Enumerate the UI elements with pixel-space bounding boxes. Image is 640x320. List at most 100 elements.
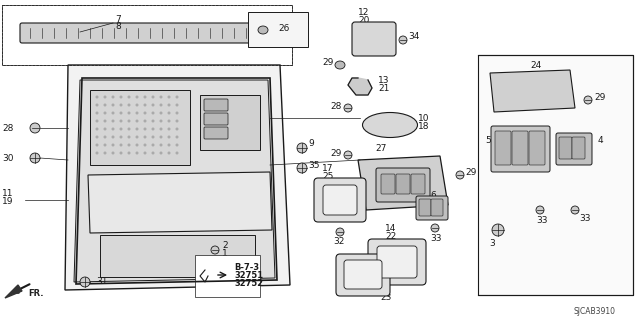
Circle shape bbox=[571, 206, 579, 214]
Circle shape bbox=[143, 111, 147, 115]
Circle shape bbox=[95, 151, 99, 155]
Circle shape bbox=[111, 111, 115, 115]
Text: 34: 34 bbox=[408, 31, 419, 41]
Text: 21: 21 bbox=[378, 84, 389, 92]
FancyBboxPatch shape bbox=[431, 199, 443, 216]
Circle shape bbox=[399, 36, 407, 44]
Text: 8: 8 bbox=[115, 21, 121, 30]
FancyBboxPatch shape bbox=[491, 126, 550, 172]
Circle shape bbox=[175, 127, 179, 131]
Text: 26: 26 bbox=[278, 23, 289, 33]
Bar bbox=[195, 255, 260, 297]
Text: 31: 31 bbox=[96, 277, 108, 286]
FancyBboxPatch shape bbox=[344, 260, 382, 289]
Circle shape bbox=[120, 103, 122, 107]
Text: 33: 33 bbox=[579, 213, 591, 222]
Polygon shape bbox=[65, 65, 290, 290]
Circle shape bbox=[136, 135, 138, 139]
Circle shape bbox=[344, 151, 352, 159]
Text: SJCAB3910: SJCAB3910 bbox=[573, 308, 615, 316]
Circle shape bbox=[143, 151, 147, 155]
Text: 29: 29 bbox=[322, 58, 333, 67]
Text: 7: 7 bbox=[115, 14, 121, 23]
Circle shape bbox=[127, 143, 131, 147]
Text: 19: 19 bbox=[2, 196, 13, 205]
FancyBboxPatch shape bbox=[20, 23, 264, 43]
Circle shape bbox=[159, 135, 163, 139]
Bar bbox=[248, 12, 308, 47]
FancyBboxPatch shape bbox=[323, 185, 357, 215]
FancyBboxPatch shape bbox=[377, 246, 417, 278]
FancyBboxPatch shape bbox=[368, 239, 426, 285]
Circle shape bbox=[152, 95, 154, 99]
Ellipse shape bbox=[362, 113, 417, 138]
Circle shape bbox=[127, 135, 131, 139]
Text: 20: 20 bbox=[358, 15, 369, 25]
FancyBboxPatch shape bbox=[495, 131, 511, 165]
FancyBboxPatch shape bbox=[419, 199, 431, 216]
Circle shape bbox=[584, 96, 592, 104]
Circle shape bbox=[136, 111, 138, 115]
Circle shape bbox=[159, 151, 163, 155]
Circle shape bbox=[175, 143, 179, 147]
Text: 30: 30 bbox=[2, 154, 13, 163]
Circle shape bbox=[30, 123, 40, 133]
Circle shape bbox=[111, 143, 115, 147]
Circle shape bbox=[104, 111, 106, 115]
Circle shape bbox=[152, 103, 154, 107]
Circle shape bbox=[336, 228, 344, 236]
Text: 33: 33 bbox=[536, 215, 547, 225]
Text: 29: 29 bbox=[330, 148, 341, 157]
Text: 14: 14 bbox=[385, 223, 396, 233]
Bar bbox=[2, 5, 292, 65]
Circle shape bbox=[152, 111, 154, 115]
FancyBboxPatch shape bbox=[381, 174, 395, 194]
Text: 1: 1 bbox=[222, 249, 228, 258]
Circle shape bbox=[159, 95, 163, 99]
FancyBboxPatch shape bbox=[352, 22, 396, 56]
Text: 11: 11 bbox=[2, 188, 13, 197]
Text: 3: 3 bbox=[489, 238, 495, 247]
Circle shape bbox=[136, 95, 138, 99]
Polygon shape bbox=[348, 78, 372, 95]
Circle shape bbox=[168, 111, 170, 115]
Circle shape bbox=[492, 224, 504, 236]
FancyBboxPatch shape bbox=[411, 174, 425, 194]
Circle shape bbox=[152, 127, 154, 131]
Circle shape bbox=[297, 143, 307, 153]
FancyBboxPatch shape bbox=[204, 113, 228, 125]
Circle shape bbox=[152, 135, 154, 139]
FancyBboxPatch shape bbox=[396, 174, 410, 194]
Text: 24: 24 bbox=[531, 60, 541, 69]
FancyBboxPatch shape bbox=[376, 168, 430, 202]
Circle shape bbox=[111, 103, 115, 107]
Polygon shape bbox=[490, 70, 575, 112]
Circle shape bbox=[127, 119, 131, 123]
Circle shape bbox=[143, 95, 147, 99]
Circle shape bbox=[152, 151, 154, 155]
Text: 4: 4 bbox=[598, 135, 604, 145]
Circle shape bbox=[297, 163, 307, 173]
Text: 2: 2 bbox=[222, 241, 228, 250]
Circle shape bbox=[159, 127, 163, 131]
Text: B-7-3: B-7-3 bbox=[234, 262, 259, 271]
Polygon shape bbox=[5, 285, 22, 298]
Circle shape bbox=[95, 143, 99, 147]
Circle shape bbox=[344, 104, 352, 112]
Circle shape bbox=[111, 127, 115, 131]
Circle shape bbox=[211, 246, 219, 254]
Circle shape bbox=[168, 103, 170, 107]
Circle shape bbox=[80, 277, 90, 287]
Circle shape bbox=[120, 119, 122, 123]
Text: 22: 22 bbox=[385, 231, 396, 241]
Circle shape bbox=[120, 127, 122, 131]
Bar bbox=[200, 95, 260, 150]
Circle shape bbox=[175, 111, 179, 115]
Circle shape bbox=[104, 95, 106, 99]
Circle shape bbox=[120, 95, 122, 99]
Bar bbox=[100, 235, 255, 277]
Circle shape bbox=[111, 135, 115, 139]
Circle shape bbox=[175, 135, 179, 139]
Circle shape bbox=[175, 103, 179, 107]
Circle shape bbox=[143, 135, 147, 139]
